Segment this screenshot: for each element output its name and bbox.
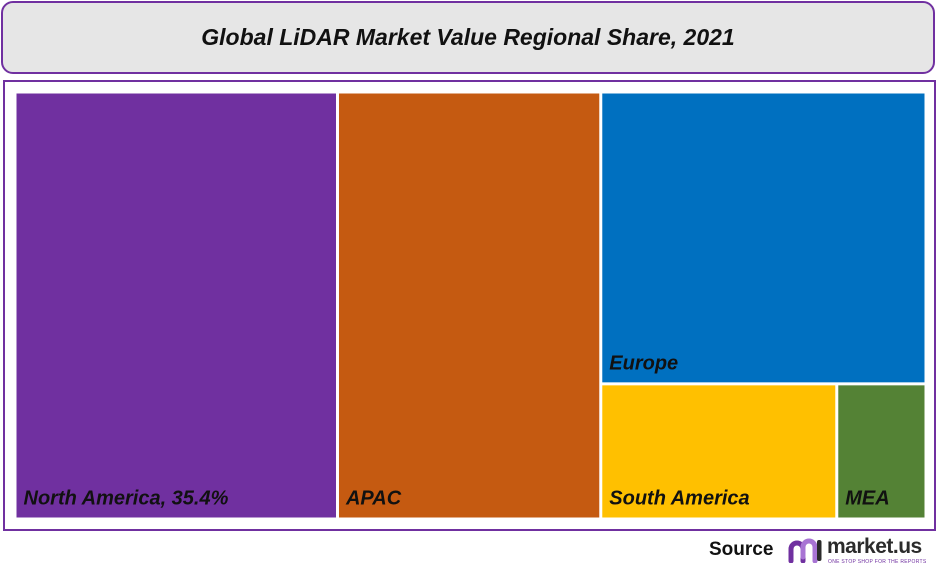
logo-name: market.us (827, 535, 922, 558)
chart-title: Global LiDAR Market Value Regional Share… (201, 24, 735, 50)
treemap-label-apac: APAC (345, 488, 402, 510)
treemap-label-north-america: North America, 35.4% (24, 488, 229, 510)
treemap-label-south-america: South America (609, 488, 749, 510)
treemap-tile-south-america (602, 385, 836, 518)
treemap-tile-mea (838, 385, 925, 518)
treemap-tile-north-america (16, 93, 336, 518)
chart-frame: North America, 35.4% APAC Europe South Amer… (3, 80, 936, 531)
chart-title-box: Global LiDAR Market Value Regional Share… (1, 1, 935, 74)
market-us-logo-icon (788, 538, 822, 563)
treemap-tile-europe (602, 93, 925, 383)
treemap-label-europe: Europe (609, 352, 678, 374)
treemap-tile-apac (338, 93, 600, 518)
footer: Source market.us ONE STOP SHOP FOR THE R… (0, 534, 940, 566)
source-label: Source (709, 539, 774, 560)
market-us-logo[interactable]: market.us ONE STOP SHOP FOR THE REPORTS (788, 535, 938, 565)
treemap-label-mea: MEA (845, 488, 889, 510)
logo-tagline: ONE STOP SHOP FOR THE REPORTS (828, 559, 927, 565)
treemap-chart: North America, 35.4% APAC Europe South Amer… (16, 93, 925, 518)
